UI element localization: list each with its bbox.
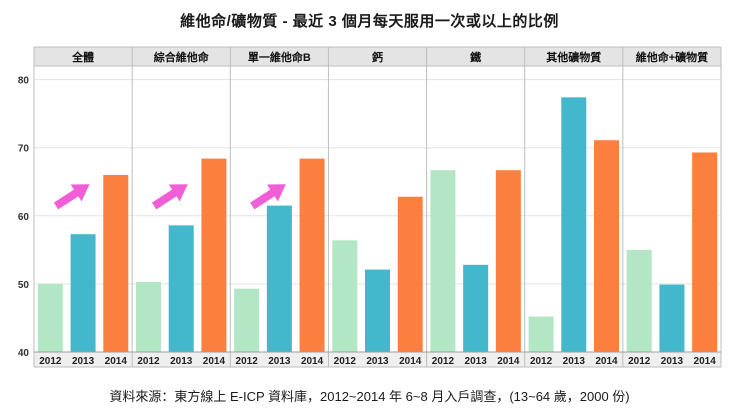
trend-arrow-head	[70, 184, 90, 202]
trend-arrow-shaft	[250, 188, 277, 210]
year-label: 2012	[432, 356, 455, 367]
year-label: 2013	[170, 356, 193, 367]
panel-title: 鐵	[470, 50, 481, 64]
year-label: 2012	[39, 356, 62, 367]
bar-2012	[430, 170, 456, 352]
year-label: 2013	[465, 356, 488, 367]
panel-title: 維他命+礦物質	[636, 50, 708, 64]
bar-2013	[561, 97, 587, 352]
year-label: 2013	[268, 356, 291, 367]
year-label: 2014	[399, 356, 422, 367]
y-tick-label: 50	[18, 280, 30, 291]
year-label: 2012	[334, 356, 357, 367]
trend-arrow-head	[266, 184, 286, 202]
bar-2014	[201, 158, 227, 352]
year-label: 2014	[203, 356, 226, 367]
bar-2014	[594, 140, 619, 352]
year-label: 2013	[72, 356, 95, 367]
bar-2014	[692, 152, 718, 352]
year-label: 2012	[530, 356, 553, 367]
y-tick-label: 70	[18, 144, 30, 155]
bar-2013	[463, 264, 489, 352]
year-label: 2013	[366, 356, 389, 367]
panel-title: 全體	[71, 50, 94, 64]
bar-2012	[136, 281, 161, 352]
year-label: 2014	[301, 356, 324, 367]
trend-arrow-head	[168, 184, 188, 202]
chart-title: 維他命/礦物質 - 最近 3 個月每天服用一次或以上的比例	[180, 13, 559, 30]
trend-arrow-shaft	[53, 188, 80, 210]
panel-header-band	[34, 47, 721, 66]
bar-2014	[103, 174, 129, 352]
trend-arrow	[151, 184, 188, 210]
year-label: 2013	[563, 356, 586, 367]
bar-2012	[234, 288, 260, 352]
panel-title: 綜合維他命	[154, 50, 210, 64]
bar-2014	[397, 196, 423, 352]
bar-2014	[495, 170, 521, 352]
trend-arrow	[53, 184, 90, 210]
trend-arrow-shaft	[151, 188, 179, 210]
bar-2012	[528, 316, 554, 352]
bar-2012	[37, 283, 63, 352]
year-label: 2014	[497, 356, 520, 367]
bar-2013	[70, 234, 96, 352]
y-tick-label: 40	[18, 348, 30, 359]
y-tick-label: 60	[18, 212, 30, 223]
trend-arrow	[250, 184, 286, 210]
source-note: 資料來源：東方線上 E-ICP 資料庫，2012~2014 年 6~8 月入戶調…	[109, 389, 630, 404]
bar-2012	[626, 249, 652, 352]
year-label: 2014	[105, 356, 128, 367]
panel-title: 其他礦物質	[546, 50, 601, 64]
panel-title: 鈣	[372, 50, 383, 64]
bar-2013	[659, 284, 685, 352]
year-label: 2012	[236, 356, 259, 367]
year-axis-band	[34, 352, 721, 367]
y-tick-label: 80	[18, 76, 30, 87]
year-label: 2013	[661, 356, 684, 367]
year-label: 2014	[595, 356, 618, 367]
year-label: 2014	[694, 356, 717, 367]
bar-2013	[168, 225, 194, 352]
year-label: 2012	[137, 356, 160, 367]
bar-2013	[365, 269, 390, 352]
bar-2013	[266, 205, 292, 352]
bar-2014	[299, 158, 325, 352]
panel-title: 單一維他命B	[248, 50, 311, 64]
year-label: 2012	[628, 356, 651, 367]
bar-2012	[332, 240, 358, 352]
